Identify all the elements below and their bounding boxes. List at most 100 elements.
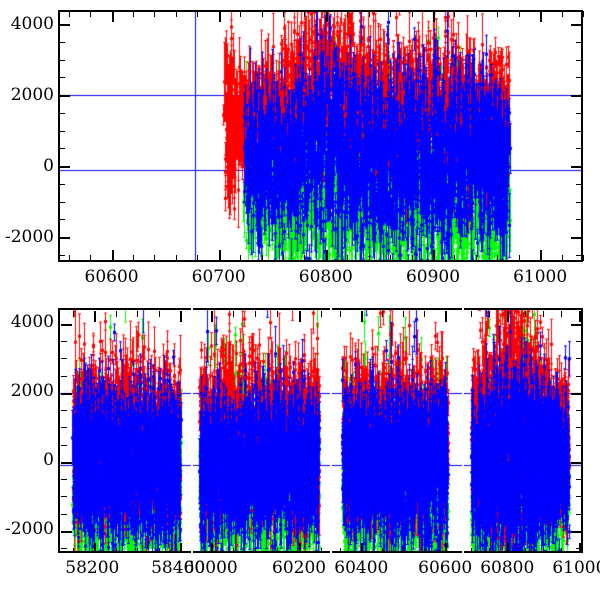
x-minor-tick bbox=[369, 255, 370, 261]
x-minor-tick bbox=[69, 11, 70, 17]
x-minor-tick bbox=[476, 11, 477, 17]
x-major-tick bbox=[180, 543, 182, 551]
x-minor-tick bbox=[454, 255, 455, 261]
x-minor-tick bbox=[476, 255, 477, 261]
bottom-panel bbox=[58, 308, 583, 553]
x-minor-tick bbox=[489, 311, 490, 317]
x-minor-tick bbox=[489, 548, 490, 551]
top-y-ticklabel: 4000 bbox=[10, 14, 54, 35]
y-minor-tick bbox=[61, 427, 67, 428]
x-minor-tick bbox=[471, 548, 472, 551]
y-minor-tick bbox=[59, 255, 65, 256]
x-major-tick bbox=[507, 311, 509, 322]
y-major-tick bbox=[571, 531, 581, 533]
x-minor-tick bbox=[255, 548, 256, 551]
top-x-ticklabel: 60700 bbox=[191, 267, 246, 287]
y-major-tick bbox=[61, 393, 72, 395]
top-y-ticklabel: 0 bbox=[43, 156, 54, 177]
x-minor-tick bbox=[137, 311, 138, 317]
y-minor-tick bbox=[576, 42, 582, 43]
y-minor-tick bbox=[59, 219, 65, 220]
y-minor-tick bbox=[59, 184, 65, 185]
x-minor-tick bbox=[562, 11, 563, 17]
x-minor-tick bbox=[525, 548, 526, 551]
bottom-x-ticklabel: 58400 bbox=[151, 558, 206, 578]
x-minor-tick bbox=[347, 11, 348, 17]
x-minor-tick bbox=[583, 255, 584, 261]
x-major-tick bbox=[326, 11, 328, 22]
y-minor-tick bbox=[61, 358, 67, 359]
y-minor-tick bbox=[576, 358, 581, 359]
x-major-tick bbox=[361, 543, 363, 551]
x-minor-tick bbox=[543, 548, 544, 551]
x-minor-tick bbox=[90, 255, 91, 261]
bottom-segment-plot-area bbox=[332, 310, 462, 551]
x-major-tick bbox=[579, 543, 581, 551]
x-minor-tick bbox=[321, 548, 322, 551]
x-major-tick bbox=[507, 543, 509, 551]
bottom-y-ticklabel: 2000 bbox=[10, 380, 54, 401]
x-minor-tick bbox=[240, 255, 241, 261]
x-minor-tick bbox=[176, 255, 177, 261]
x-minor-tick bbox=[304, 11, 305, 17]
x-major-tick bbox=[579, 311, 581, 322]
x-minor-tick bbox=[233, 311, 234, 317]
y-minor-tick bbox=[576, 445, 581, 446]
x-major-tick bbox=[219, 250, 221, 261]
x-major-tick bbox=[433, 11, 435, 22]
y-minor-tick bbox=[61, 376, 67, 377]
y-minor-tick bbox=[576, 410, 581, 411]
y-minor-tick bbox=[59, 60, 65, 61]
bottom-x-ticklabel: 60800 bbox=[480, 558, 535, 578]
top-panel bbox=[58, 10, 584, 262]
bottom-segment-plot-area bbox=[60, 310, 191, 551]
x-minor-tick bbox=[321, 311, 322, 317]
x-major-tick bbox=[433, 250, 435, 261]
y-minor-tick bbox=[576, 548, 581, 549]
x-minor-tick bbox=[454, 11, 455, 17]
x-major-tick bbox=[540, 250, 542, 261]
bottom-x-ticklabel: 60200 bbox=[272, 558, 327, 578]
x-minor-tick bbox=[519, 11, 520, 17]
bottom-panel-segment bbox=[193, 308, 330, 553]
bottom-panel-segment bbox=[464, 308, 583, 553]
bottom-y-ticklabel: 4000 bbox=[10, 311, 54, 332]
x-minor-tick bbox=[255, 311, 256, 317]
y-minor-tick bbox=[576, 479, 581, 480]
bottom-segment-plot-area bbox=[193, 310, 330, 551]
x-minor-tick bbox=[197, 11, 198, 17]
y-minor-tick bbox=[61, 479, 67, 480]
x-minor-tick bbox=[233, 548, 234, 551]
x-minor-tick bbox=[412, 255, 413, 261]
y-minor-tick bbox=[576, 60, 582, 61]
x-major-tick bbox=[211, 543, 213, 551]
y-minor-tick bbox=[576, 376, 581, 377]
y-minor-tick bbox=[61, 410, 67, 411]
x-minor-tick bbox=[382, 548, 383, 551]
x-minor-tick bbox=[543, 311, 544, 317]
bottom-x-ticklabel: 60400 bbox=[334, 558, 389, 578]
x-minor-tick bbox=[137, 548, 138, 551]
x-major-tick bbox=[299, 543, 301, 551]
x-minor-tick bbox=[90, 11, 91, 17]
x-major-tick bbox=[540, 11, 542, 22]
x-minor-tick bbox=[525, 311, 526, 317]
x-minor-tick bbox=[154, 255, 155, 261]
x-major-tick bbox=[299, 311, 301, 322]
y-major-tick bbox=[571, 24, 582, 26]
x-major-tick bbox=[219, 11, 221, 22]
y-minor-tick bbox=[59, 113, 65, 114]
y-minor-tick bbox=[576, 113, 582, 114]
x-minor-tick bbox=[347, 255, 348, 261]
top-x-ticklabel: 60900 bbox=[405, 267, 461, 287]
top-panel-plot-area bbox=[58, 10, 583, 262]
x-major-tick bbox=[94, 311, 96, 322]
y-major-tick bbox=[571, 166, 582, 168]
x-minor-tick bbox=[73, 311, 74, 317]
x-minor-tick bbox=[304, 255, 305, 261]
y-minor-tick bbox=[576, 148, 582, 149]
x-minor-tick bbox=[240, 11, 241, 17]
y-major-tick bbox=[571, 324, 581, 326]
bottom-panel-segment bbox=[58, 308, 191, 553]
x-minor-tick bbox=[73, 548, 74, 551]
